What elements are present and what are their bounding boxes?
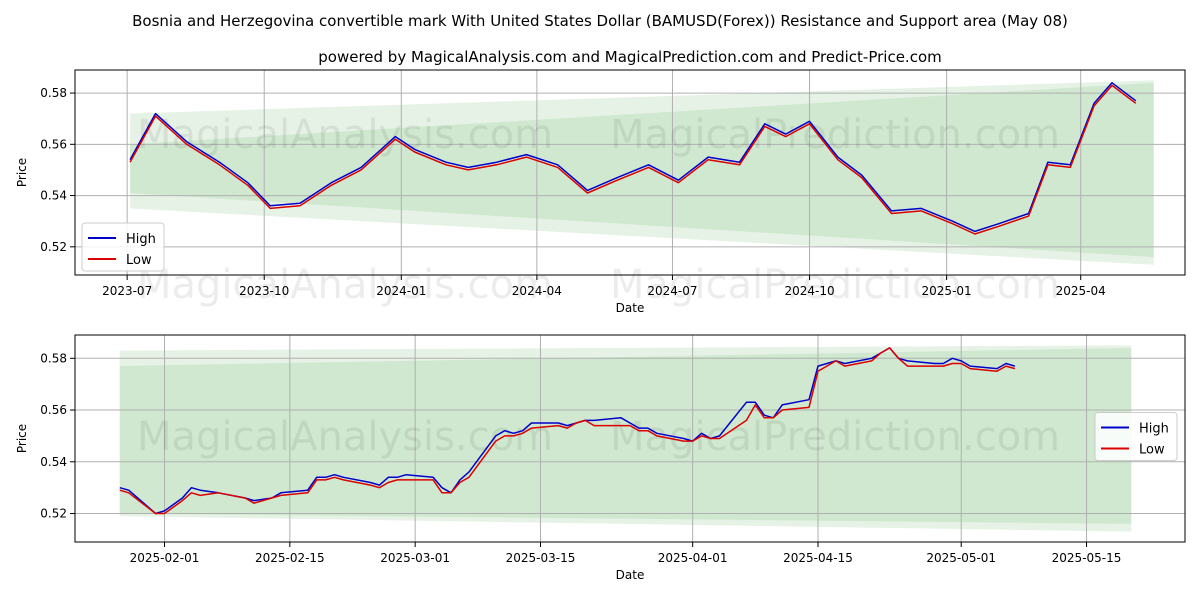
y-axis-label: Price: [15, 158, 29, 187]
x-tick-label: 2024-04: [512, 284, 562, 298]
legend-label-high: High: [126, 232, 156, 247]
x-axis-label: Date: [616, 301, 645, 315]
x-tick-label: 2025-03-01: [380, 551, 450, 565]
low-series-line: [129, 84, 1137, 235]
watermark-text: MagicalAnalysis.com: [137, 112, 553, 158]
x-tick-label: 2025-01: [922, 284, 972, 298]
legend-label-low: Low: [1139, 443, 1165, 458]
y-tick-label: 0.58: [40, 351, 67, 365]
bottom-chart-panel: 2025-02-01 2025-02-15 2025-03-01 2025-03-15…: [15, 334, 1186, 582]
y-tick-label: 0.54: [40, 455, 67, 469]
legend-label-high: High: [1139, 422, 1169, 437]
y-tick-label: 0.56: [40, 403, 67, 417]
y-tick-label: 0.54: [40, 189, 67, 203]
watermark-text: MagicalPrediction.com: [610, 414, 1060, 460]
x-tick-label: 2025-02-15: [255, 551, 325, 565]
watermark-text: MagicalPrediction.com: [610, 262, 1060, 308]
top-chart-panel: 2023-07 2023-10 2024-01 2024-04 2024-07 2024-…: [15, 69, 1186, 315]
x-tick-label: 2023-07: [102, 284, 152, 298]
high-series-line: [129, 82, 1137, 233]
x-tick-label: 2024-07: [647, 284, 697, 298]
grid: [75, 335, 1185, 542]
x-tick-label: 2025-02-01: [130, 551, 200, 565]
y-axis-label: Price: [15, 424, 29, 453]
y-tick-label: 0.52: [40, 507, 67, 521]
watermark-text: MagicalAnalysis.com: [137, 414, 553, 460]
plot-frame: [74, 334, 1186, 543]
y-tick-label: 0.56: [40, 137, 67, 151]
plot-frame: [74, 69, 1186, 276]
x-tick-label: 2025-05-15: [1052, 551, 1122, 565]
x-tick-label: 2024-10: [784, 284, 834, 298]
watermark-text: MagicalAnalysis.com: [137, 262, 553, 308]
chart-title: Bosnia and Herzegovina convertible mark …: [132, 12, 1068, 30]
y-tick-label: 0.52: [40, 240, 67, 254]
x-tick-label: 2025-04: [1056, 284, 1106, 298]
legend-box: [1094, 412, 1178, 461]
legend: High Low: [81, 222, 165, 272]
low-series-line: [119, 347, 1016, 515]
x-tick-label: 2025-05-01: [926, 551, 996, 565]
x-tick-label: 2025-04-15: [783, 551, 853, 565]
x-tick-label: 2025-03-15: [506, 551, 576, 565]
legend-box: [81, 222, 165, 272]
x-tick-label: 2025-04-01: [658, 551, 728, 565]
legend-label-low: Low: [126, 253, 152, 268]
x-tick-label: 2024-01: [376, 284, 426, 298]
support-band: [119, 347, 1132, 524]
watermark-text: MagicalPrediction.com: [610, 112, 1060, 158]
x-tick-label: 2023-10: [239, 284, 289, 298]
legend: High Low: [1094, 412, 1178, 461]
x-axis-label: Date: [616, 568, 645, 582]
y-tick-label: 0.58: [40, 86, 67, 100]
chart-subtitle: powered by MagicalAnalysis.com and Magic…: [318, 48, 942, 66]
